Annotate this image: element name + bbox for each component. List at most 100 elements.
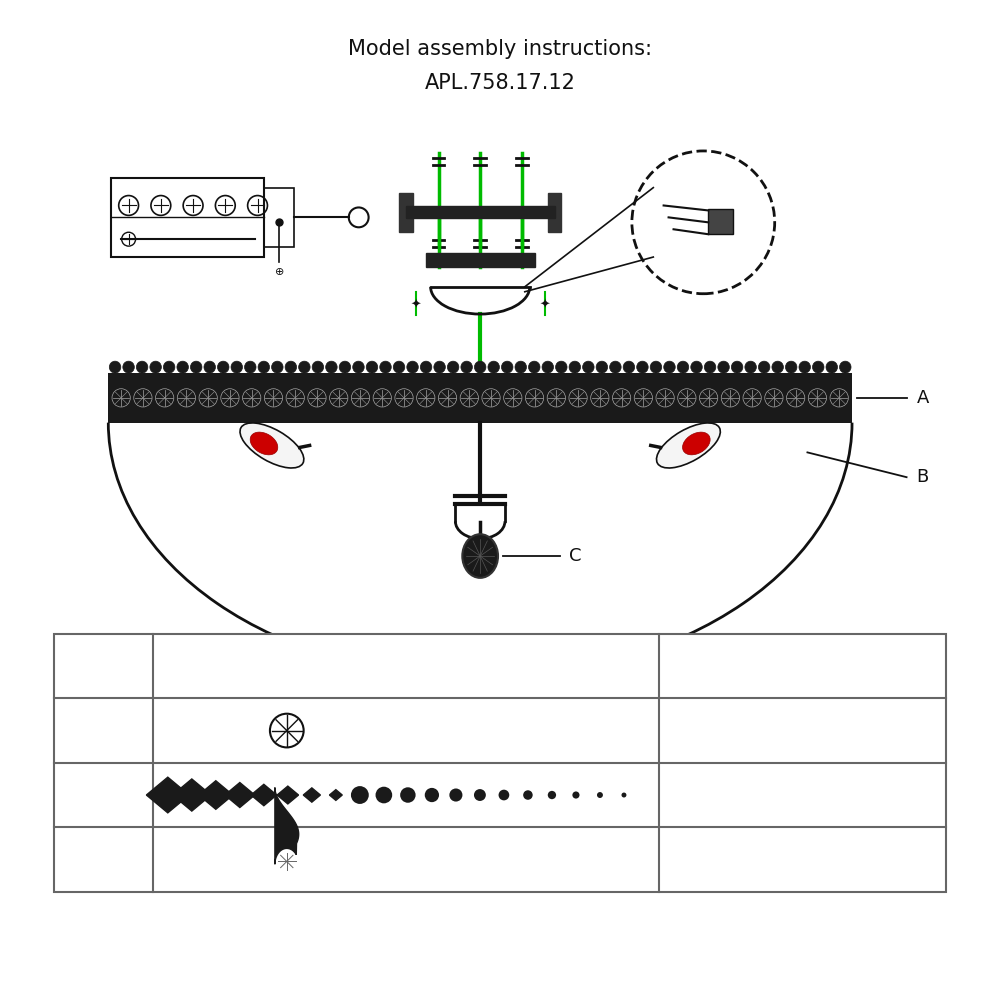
Circle shape <box>376 787 392 803</box>
Text: C: C <box>569 547 582 565</box>
Bar <box>426 253 535 267</box>
Ellipse shape <box>623 361 635 373</box>
Ellipse shape <box>501 361 513 373</box>
Text: 45PCS: 45PCS <box>777 786 827 804</box>
Bar <box>54 634 946 892</box>
Text: Model assembly instructions:: Model assembly instructions: <box>348 39 652 59</box>
Ellipse shape <box>785 361 797 373</box>
Ellipse shape <box>596 361 608 373</box>
Circle shape <box>449 788 462 802</box>
Ellipse shape <box>637 361 648 373</box>
Ellipse shape <box>583 361 594 373</box>
Ellipse shape <box>240 423 304 468</box>
Ellipse shape <box>420 361 432 373</box>
Ellipse shape <box>826 361 838 373</box>
Circle shape <box>351 786 369 804</box>
Ellipse shape <box>447 361 459 373</box>
Ellipse shape <box>231 361 243 373</box>
Text: B: B <box>917 468 929 486</box>
Text: 1PCS: 1PCS <box>782 850 822 868</box>
Ellipse shape <box>812 361 824 373</box>
Ellipse shape <box>250 432 278 455</box>
Ellipse shape <box>245 361 256 373</box>
Ellipse shape <box>217 361 229 373</box>
Ellipse shape <box>462 534 498 578</box>
Polygon shape <box>146 777 189 813</box>
Circle shape <box>474 789 486 801</box>
Ellipse shape <box>393 361 405 373</box>
Text: A: A <box>917 389 929 407</box>
Bar <box>264 188 294 247</box>
Ellipse shape <box>704 361 716 373</box>
Ellipse shape <box>163 361 175 373</box>
Ellipse shape <box>434 361 445 373</box>
Text: B: B <box>97 786 110 805</box>
Ellipse shape <box>745 361 756 373</box>
Text: ⊕: ⊕ <box>275 267 284 277</box>
Ellipse shape <box>488 361 499 373</box>
Text: Crystal: Crystal <box>203 659 266 674</box>
Ellipse shape <box>683 432 710 455</box>
Text: 28#: 28# <box>178 723 205 738</box>
Ellipse shape <box>718 361 729 373</box>
Circle shape <box>548 791 556 799</box>
Text: 68PCS: 68PCS <box>777 722 827 740</box>
Ellipse shape <box>542 361 554 373</box>
Ellipse shape <box>731 361 743 373</box>
Circle shape <box>400 787 416 803</box>
Ellipse shape <box>380 361 391 373</box>
Polygon shape <box>225 783 255 808</box>
Text: ✦: ✦ <box>539 298 550 311</box>
Ellipse shape <box>109 361 121 373</box>
Ellipse shape <box>272 361 283 373</box>
Text: Quantity/strings: Quantity/strings <box>729 659 875 674</box>
Ellipse shape <box>258 361 270 373</box>
Polygon shape <box>173 779 211 811</box>
Ellipse shape <box>529 361 540 373</box>
Ellipse shape <box>664 361 675 373</box>
Polygon shape <box>277 786 299 804</box>
Ellipse shape <box>610 361 621 373</box>
Ellipse shape <box>339 361 351 373</box>
Ellipse shape <box>123 361 134 373</box>
Bar <box>406 206 555 218</box>
Polygon shape <box>199 781 233 809</box>
Bar <box>111 178 264 257</box>
Ellipse shape <box>474 361 486 373</box>
Ellipse shape <box>190 361 202 373</box>
Circle shape <box>499 790 509 800</box>
Ellipse shape <box>677 361 689 373</box>
Ellipse shape <box>799 361 810 373</box>
Ellipse shape <box>650 361 662 373</box>
Text: A: A <box>97 721 110 740</box>
Ellipse shape <box>136 361 148 373</box>
Ellipse shape <box>515 361 526 373</box>
Circle shape <box>621 793 626 798</box>
Ellipse shape <box>656 423 720 468</box>
Ellipse shape <box>150 361 161 373</box>
Text: 40#: 40# <box>178 852 205 867</box>
Text: Model: Model <box>431 659 476 674</box>
Ellipse shape <box>366 361 378 373</box>
Text: APL.758.17.12: APL.758.17.12 <box>425 73 575 93</box>
Circle shape <box>597 792 603 798</box>
Text: C: C <box>97 850 110 869</box>
Polygon shape <box>329 790 342 800</box>
Ellipse shape <box>840 361 851 373</box>
Circle shape <box>523 790 533 800</box>
Ellipse shape <box>353 361 364 373</box>
Polygon shape <box>251 784 277 806</box>
Ellipse shape <box>177 361 188 373</box>
Circle shape <box>425 788 439 802</box>
Circle shape <box>572 791 580 799</box>
Ellipse shape <box>299 361 310 373</box>
Bar <box>399 193 413 232</box>
Polygon shape <box>303 788 320 802</box>
Ellipse shape <box>312 361 324 373</box>
Ellipse shape <box>285 361 297 373</box>
Ellipse shape <box>407 361 418 373</box>
Polygon shape <box>275 788 299 864</box>
Bar <box>708 209 733 234</box>
Ellipse shape <box>204 361 215 373</box>
Ellipse shape <box>326 361 337 373</box>
